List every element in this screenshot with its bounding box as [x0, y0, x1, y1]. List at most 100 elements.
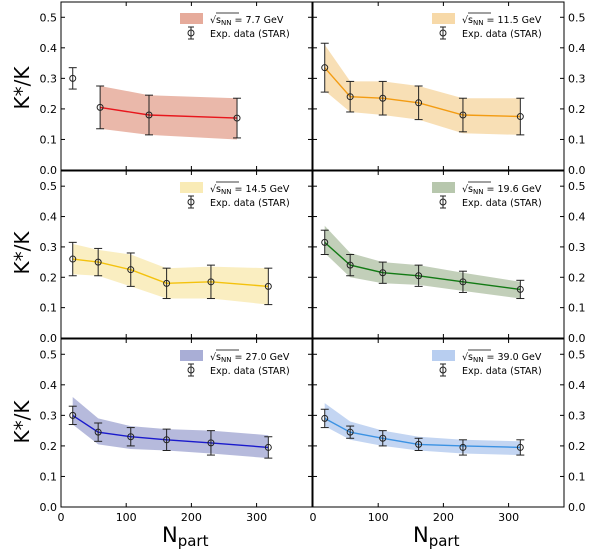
panel-4-exp-point-1	[320, 229, 329, 255]
panel-2-exp-point-6	[516, 97, 525, 136]
panel-6-exp-point-5	[458, 439, 467, 456]
legend-layer: √sNN = 7.7 GeV Exp. data (STAR) √sNN = 11.…	[180, 12, 542, 377]
panel-4-model-line	[324, 241, 521, 291]
panel-3-frame	[60, 170, 313, 339]
panel-4-frame	[312, 170, 565, 339]
y-axis-label-row2: K*/K	[10, 231, 34, 275]
panel-6-ytick-label: 0.5	[568, 348, 586, 361]
panel-6-xtick-label: 100	[368, 511, 389, 524]
panel-5-exp-point-5	[206, 430, 215, 456]
panel-5-legend-exp: Exp. data (STAR)	[210, 366, 290, 377]
panel-6-exp-point-1	[320, 408, 329, 429]
panel-6-legend-exp: Exp. data (STAR)	[462, 366, 542, 377]
x-axis-label-left: Npart	[162, 523, 209, 550]
panel-3-legend-energy: √sNN = 14.5 GeV	[210, 184, 290, 196]
panel-1-legend-exp: Exp. data (STAR)	[210, 29, 290, 40]
panel-1-frame	[60, 1, 313, 171]
panel-1-ytick-label: 0.2	[40, 103, 58, 116]
panel-3-ytick-label: 0.5	[40, 180, 58, 193]
panel-1-ytick-label: 0.1	[40, 133, 58, 146]
panel-6-legend: √sNN = 39.0 GeV Exp. data (STAR)	[432, 349, 542, 377]
panel-3-ytick-label: 0.2	[40, 271, 58, 284]
panel-5-exp-point-3	[126, 427, 135, 447]
panel-4-exp-point-3	[378, 261, 387, 284]
panel-4-ytick-label: 0.0	[568, 332, 586, 345]
panel-5-model-line	[72, 414, 269, 449]
panel-3-legend-exp: Exp. data (STAR)	[210, 198, 290, 209]
bands-layer	[72, 44, 521, 459]
panel-5-legend-energy: √sNN = 27.0 GeV	[210, 352, 290, 364]
panel-6-ytick-label: 0.4	[568, 379, 586, 392]
panel-5-ytick-label: 0.0	[40, 501, 58, 514]
panel-1-model-band	[100, 86, 237, 140]
panel-2-exp-point-4	[414, 85, 423, 121]
panel-6-model-band	[324, 403, 521, 456]
panel-1-exp-point-2	[96, 85, 105, 130]
panel-6-exp-point-2	[346, 425, 355, 439]
panel-6-xtick-label: 0	[310, 511, 317, 524]
panel-4-legend: √sNN = 19.6 GeV Exp. data (STAR)	[432, 181, 542, 209]
panel-6-exp-point-3	[378, 430, 387, 447]
panel-4-ytick-label: 0.2	[568, 271, 586, 284]
panel-2-legend-swatch	[432, 13, 455, 24]
panel-6-ytick-label: 0.0	[568, 501, 586, 514]
panel-3-exp-point-3	[126, 252, 135, 287]
panel-5-xtick-label: 100	[116, 511, 137, 524]
panel-2-exp-point-5	[458, 97, 467, 133]
panel-2-legend: √sNN = 11.5 GeV Exp. data (STAR)	[432, 12, 542, 40]
panel-3-exp-point-4	[162, 267, 171, 300]
panel-3-model-band	[72, 243, 269, 305]
panel-5-ytick-label: 0.5	[40, 348, 58, 361]
panel-1-legend: √sNN = 7.7 GeV Exp. data (STAR)	[180, 12, 290, 40]
panel-3-legend-swatch	[180, 182, 203, 193]
panel-1-ytick-label: 0.5	[40, 11, 58, 24]
panel-4-exp-point-5	[458, 270, 467, 293]
panel-3-ytick-label: 0.4	[40, 211, 58, 224]
panel-2-ytick-label: 0.0	[568, 164, 586, 177]
panel-5-exp-point-2	[94, 422, 103, 442]
panel-2-model-line	[324, 67, 521, 118]
panel-2-exp-point-1	[320, 42, 329, 93]
exp-layer	[68, 42, 525, 459]
panel-5-xtick-label: 300	[246, 511, 267, 524]
panel-6-legend-energy: √sNN = 39.0 GeV	[462, 352, 542, 364]
panel-5-ytick-label: 0.2	[40, 440, 58, 453]
panel-2-ytick-label: 0.3	[568, 72, 586, 85]
panel-6-frame	[312, 338, 565, 508]
panel-3-exp-point-1	[68, 241, 77, 277]
x-axis-label-right: Npart	[413, 523, 460, 550]
panel-2-ytick-label: 0.4	[568, 42, 586, 55]
panel-2-ytick-label: 0.1	[568, 133, 586, 146]
panel-3-ytick-label: 0.3	[40, 241, 58, 254]
panel-5-model-band	[72, 397, 269, 459]
panel-3-model-line	[72, 258, 269, 288]
panel-5-legend-swatch	[180, 350, 203, 361]
panel-2-model-band	[324, 44, 521, 135]
ticks-layer: 0.0 0.1 0.2 0.3 0.4 0.5 0.0 0.1 0.2 0.3 0.4 0.5 0.0 0…	[40, 2, 586, 524]
panel-6-exp-point-4	[414, 437, 423, 451]
y-axis-label-row1: K*/K	[10, 66, 34, 110]
panel-5-xtick-label: 200	[181, 511, 202, 524]
panel-5-exp-point-1	[68, 405, 77, 426]
panel-4-exp-point-4	[414, 264, 423, 287]
panel-5-legend: √sNN = 27.0 GeV Exp. data (STAR)	[180, 349, 290, 377]
panel-5-ytick-label: 0.3	[40, 409, 58, 422]
panel-6-ytick-label: 0.2	[568, 440, 586, 453]
panel-2-ytick-label: 0.2	[568, 103, 586, 116]
panel-3-legend: √sNN = 14.5 GeV Exp. data (STAR)	[180, 181, 290, 209]
panel-3-ytick-label: 0.1	[40, 302, 58, 315]
panel-4-ytick-label: 0.5	[568, 180, 586, 193]
panel-1-legend-swatch	[180, 13, 203, 24]
panel-6-ytick-label: 0.1	[568, 470, 586, 483]
panel-2-frame	[312, 1, 565, 171]
panel-4-exp-point-2	[346, 254, 355, 277]
panel-2-exp-point-2	[346, 80, 355, 113]
panel-4-legend-energy: √sNN = 19.6 GeV	[462, 184, 542, 196]
panel-1-ytick-label: 0.3	[40, 72, 58, 85]
panel-3-exp-point-6	[264, 267, 273, 306]
panel-3-exp-point-2	[94, 247, 103, 277]
panel-1-legend-energy: √sNN = 7.7 GeV	[210, 15, 284, 27]
panel-5-ytick-label: 0.1	[40, 470, 58, 483]
panel-3-exp-point-5	[206, 264, 215, 300]
